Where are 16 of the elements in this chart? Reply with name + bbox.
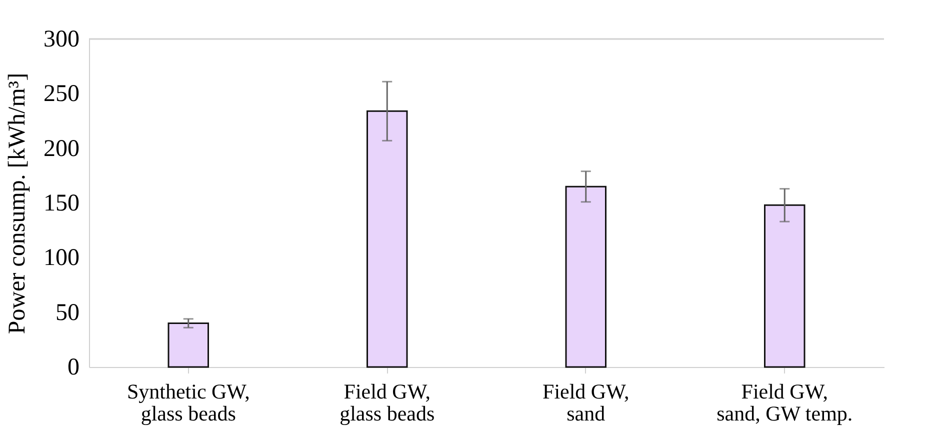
bar (565, 186, 606, 368)
x-tick-label: Field GW, sand, GW temp. (716, 380, 853, 426)
x-tick-label: Synthetic GW, glass beads (126, 380, 250, 426)
bar (168, 322, 209, 368)
y-tick-label: 300 (44, 26, 80, 52)
x-tick-label: Field GW, sand (542, 380, 630, 426)
y-tick-label: 250 (44, 81, 80, 108)
y-tick-label: 50 (56, 300, 80, 326)
y-tick-label: 200 (44, 136, 80, 162)
y-axis-title: Power consump. [kWh/m³] (4, 72, 30, 334)
y-tick-label: 150 (44, 190, 80, 216)
bar (764, 204, 806, 368)
y-tick-label: 0 (68, 354, 80, 380)
bar (366, 110, 408, 368)
y-tick-label: 100 (44, 245, 80, 272)
x-tick-label: Field GW, glass beads (340, 380, 435, 426)
